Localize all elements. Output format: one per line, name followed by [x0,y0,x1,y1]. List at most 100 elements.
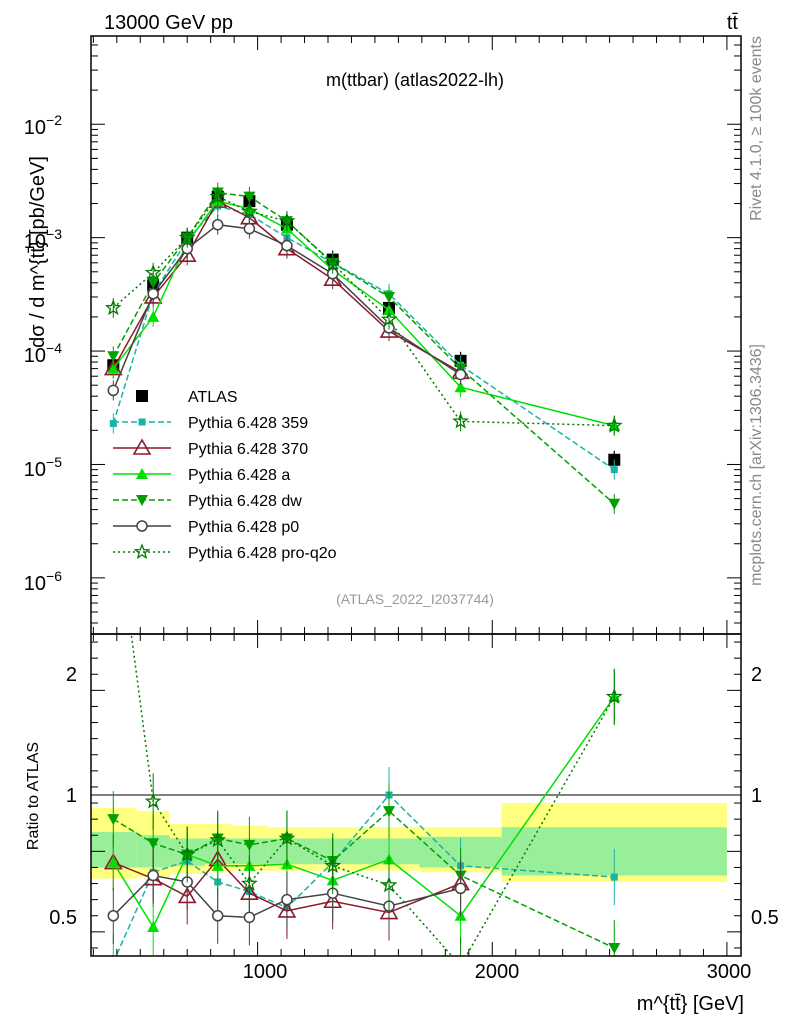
data-point-pythia-6-428-p0 [107,384,120,397]
data-point-pythia-6-428-359 [610,466,618,474]
y-tick-label-1e-2: 10−2 [24,112,62,139]
x-tick-label-1000: 1000 [243,961,288,983]
energy-label: 13000 GeV pp [104,12,233,34]
mcplots-reference-label: mcplots.cern.ch [arXiv:1306.3436] [748,344,765,586]
ratio-point-pythia-6-428-pro-q2o [178,845,196,862]
rivet-version-label: Rivet 4.1.0, ≥ 100k events [748,36,765,221]
ratio-point-pythia-6-428-p0 [281,893,293,906]
axis-ticks [91,35,741,956]
analysis-reference: (ATLAS_2022_I2037744) [336,591,494,607]
legend-marker-pythia-6-428-a [136,468,148,479]
ratio-point-pythia-6-428-pro-q2o [107,490,120,503]
data-point-pythia-6-428-pro-q2o [240,202,258,219]
data-point-pythia-6-428-dw [243,191,256,203]
ratio-line-pythia-6-428-dw [112,810,615,949]
y-tick-base: 10 [24,573,46,595]
y-tick-exp: −6 [46,568,62,584]
ratio-point-pythia-6-428-p0 [211,910,224,922]
y-axis-label-ratio: Ratio to ATLAS [25,742,42,850]
legend-marker-pythia-6-428-370 [132,438,152,455]
ratio-point-pythia-6-428-p0 [107,910,120,922]
data-point-pythia-6-428-pro-q2o [605,416,623,433]
x-axis-label: m^{tt̄} [GeV] [637,993,744,1015]
ratio-tick-label-0-5-right: 0.5 [751,907,779,929]
data-point-pythia-6-428-pro-q2o [104,299,122,316]
legend-label-pythia-6-428-370: Pythia 6.428 370 [188,441,308,458]
y-tick-exp: −4 [46,340,62,356]
ratio-point-pythia-6-428-a [147,921,160,933]
ratio-tick-label-1: 1 [66,785,77,807]
data-point-pythia-6-428-pro-q2o [178,228,196,245]
data-point-pythia-6-428-p0 [147,288,159,300]
ratio-line-pythia-6-428-a [112,696,615,929]
data-point-pythia-6-428-pro-q2o [144,263,162,280]
data-point-pythia-6-428-a [147,310,160,322]
legend-label-pythia-6-428-a: Pythia 6.428 a [188,467,290,484]
y-tick-label-1e-4: 10−4 [24,340,62,367]
data-point-pythia-6-428-dw [107,351,120,363]
x-tick-label-2000: 2000 [475,961,520,983]
ratio-point-pythia-6-428-dw [608,942,621,954]
y-tick-label-1e-5: 10−5 [24,454,62,481]
ratio-point-pythia-6-428-dw [107,814,120,826]
data-point-pythia-6-428-pro-q2o [324,254,342,271]
ratio-point-pythia-6-428-pro-q2o [209,831,227,848]
ratio-point-pythia-6-428-pro-q2o [144,792,162,809]
legend-marker-atlas [136,390,148,402]
legend-label-pythia-6-428-359: Pythia 6.428 359 [188,415,308,432]
ratio-point-pythia-6-428-a [107,856,120,868]
y-axis-label-main: dσ / d m^{tt̄} [pb/GeV] [27,156,49,348]
data-point-pythia-6-428-dw [147,277,160,289]
plot-title: m(ttbar) (atlas2022-lh) [326,70,504,90]
x-tick-labels: 1000 2000 3000 [243,961,752,983]
main-series-layer [103,182,623,514]
data-point-pythia-6-428-p0 [454,368,467,381]
ratio-line-pythia-6-428-pro-q2o [130,634,615,956]
legend-marker-pythia-6-428-p0 [136,520,148,532]
legend-label-pythia-6-428-p0: Pythia 6.428 p0 [188,519,299,536]
ratio-point-pythia-6-428-p0 [454,882,467,895]
process-label: tt̄ [727,12,739,34]
data-point-pythia-6-428-pro-q2o [209,187,227,204]
data-point-pythia-6-428-359 [109,419,117,427]
data-point-pythia-6-428-p0 [211,218,224,231]
series-line-pythia-6-428-pro-q2o [112,195,615,427]
y-tick-exp: −2 [46,112,62,128]
y-tick-exp: −5 [46,454,62,470]
y-tick-base: 10 [24,345,46,367]
ratio-point-pythia-6-428-p0 [147,869,159,882]
ratio-tick-label-2: 2 [66,664,77,686]
y-tick-label-1e-3: 10−3 [24,226,62,253]
ratio-y-tick-labels: 2 1 0.5 2 1 0.5 [49,664,779,929]
data-point-pythia-6-428-pro-q2o [278,212,296,229]
ratio-point-pythia-6-428-pro-q2o [278,829,296,846]
y-tick-label-1e-6: 10−6 [24,568,62,595]
series-line-pythia-6-428-359 [112,205,615,471]
x-tick-label-3000: 3000 [707,961,752,983]
ratio-point-pythia-6-428-359 [610,873,618,881]
series-line-pythia-6-428-a [112,200,615,427]
ratio-point-pythia-6-428-359 [110,959,117,966]
series-line-pythia-6-428-dw [112,191,615,505]
ratio-point-pythia-6-428-dw [243,839,256,851]
data-point-pythia-6-428-p0 [243,222,256,235]
legend-marker-pythia-6-428-dw [136,495,148,506]
ratio-point-pythia-6-428-pro-q2o [324,857,342,873]
data-point-pythia-6-428-a [107,362,120,374]
ratio-tick-label-0-5: 0.5 [49,907,77,929]
y-tick-base: 10 [24,117,46,139]
ratio-point-pythia-6-428-pro-q2o [241,874,258,891]
ratio-point-pythia-6-428-pro-q2o [454,959,467,972]
data-point-pythia-6-428-dw [383,291,396,303]
legend-label-atlas: ATLAS [188,389,238,406]
ratio-point-pythia-6-428-pro-q2o [605,687,623,704]
ratio-point-pythia-6-428-dw [383,806,396,818]
ratio-point-pythia-6-428-dw [147,838,160,850]
ratio-panel-frame [90,633,742,957]
data-point-pythia-6-428-a [454,381,467,393]
legend-marker-pythia-6-428-pro-q2o [133,543,151,560]
data-point-pythia-6-428-dw [608,498,621,510]
data-point-pythia-6-428-pro-q2o [380,310,398,327]
data-point-pythia-6-428-pro-q2o [452,412,469,429]
